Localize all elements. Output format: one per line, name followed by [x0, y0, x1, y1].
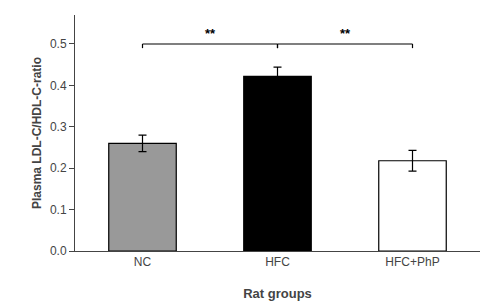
svg-text:HFC: HFC [265, 255, 290, 269]
svg-text:0.4: 0.4 [50, 79, 67, 93]
svg-text:Rat groups: Rat groups [243, 286, 312, 301]
svg-text:NC: NC [134, 255, 152, 269]
svg-text:HFC+PhP: HFC+PhP [385, 255, 439, 269]
svg-text:0.1: 0.1 [50, 203, 67, 217]
svg-text:**: ** [205, 26, 216, 41]
svg-text:0.5: 0.5 [50, 37, 67, 51]
svg-text:0.3: 0.3 [50, 120, 67, 134]
svg-text:Plasma LDL-C/HDL-C‑ratio: Plasma LDL-C/HDL-C‑ratio [30, 57, 44, 209]
svg-text:0.2: 0.2 [50, 161, 67, 175]
svg-text:0.0: 0.0 [50, 244, 67, 258]
svg-text:**: ** [340, 26, 351, 41]
